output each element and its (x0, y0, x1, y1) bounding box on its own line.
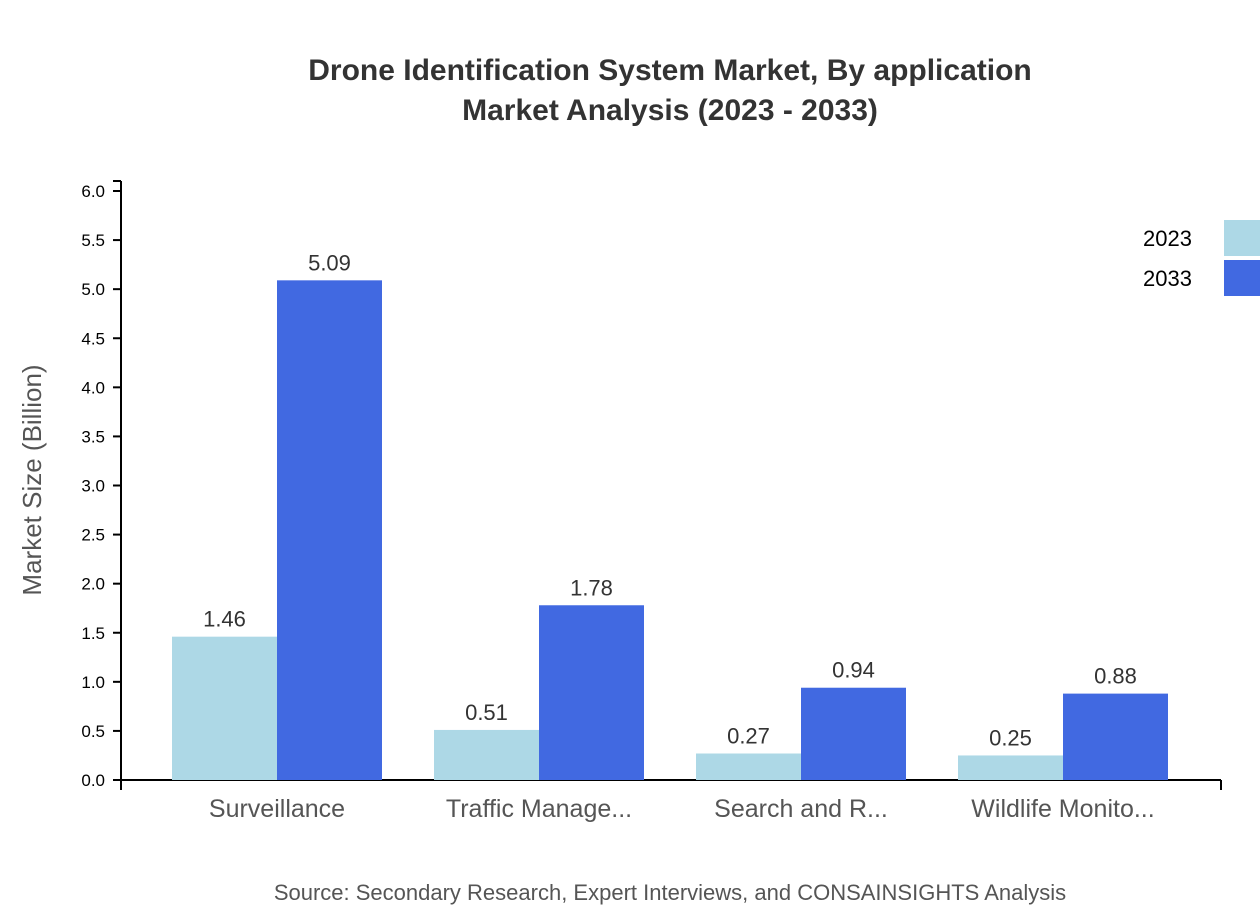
y-tick-label: 3.0 (81, 477, 105, 496)
data-label: 0.27 (727, 723, 770, 748)
y-tick-label: 5.5 (81, 231, 105, 250)
data-label: 1.46 (203, 607, 246, 632)
y-tick-label: 2.5 (81, 526, 105, 545)
y-tick-label: 1.5 (81, 624, 105, 643)
bar-2023 (958, 755, 1063, 780)
bar-2033 (801, 687, 906, 780)
x-tick-label: Traffic Manage... (446, 795, 632, 823)
bar-2033 (539, 605, 644, 780)
data-label: 0.88 (1094, 664, 1137, 689)
y-tick-label: 2.0 (81, 575, 105, 594)
chart-subtitle: Market Analysis (2023 - 2033) (462, 94, 878, 127)
bar-2023 (696, 753, 801, 780)
x-tick-label: Wildlife Monito... (971, 795, 1154, 823)
y-tick-label: 3.5 (81, 427, 105, 446)
chart-title: Drone Identification System Market, By a… (308, 54, 1032, 87)
y-tick-label: 4.0 (81, 378, 105, 397)
data-label: 1.78 (570, 575, 613, 600)
y-tick-label: 6.0 (81, 182, 105, 201)
y-tick-label: 0.5 (81, 722, 105, 741)
y-tick-label: 4.5 (81, 329, 105, 348)
bar-2023 (434, 729, 539, 780)
legend-swatch-2033 (1224, 260, 1260, 296)
data-label: 5.09 (308, 250, 351, 275)
data-label: 0.94 (832, 658, 875, 683)
legend-label: 2023 (1143, 226, 1192, 251)
x-tick-label: Search and R... (714, 795, 888, 823)
legend-label: 2033 (1143, 266, 1192, 291)
y-axis-label: Market Size (Billion) (17, 364, 47, 595)
source-note: Source: Secondary Research, Expert Inter… (274, 880, 1066, 905)
data-label: 0.51 (465, 700, 508, 725)
bar-2033 (1063, 693, 1168, 780)
data-label: 0.25 (989, 725, 1032, 750)
bar-2023 (172, 636, 277, 780)
y-tick-label: 1.0 (81, 673, 105, 692)
y-tick-label: 5.0 (81, 280, 105, 299)
y-tick-label: 0.0 (81, 771, 105, 790)
legend-swatch-2023 (1224, 220, 1260, 256)
bar-2033 (277, 280, 382, 780)
x-tick-label: Surveillance (209, 795, 345, 823)
